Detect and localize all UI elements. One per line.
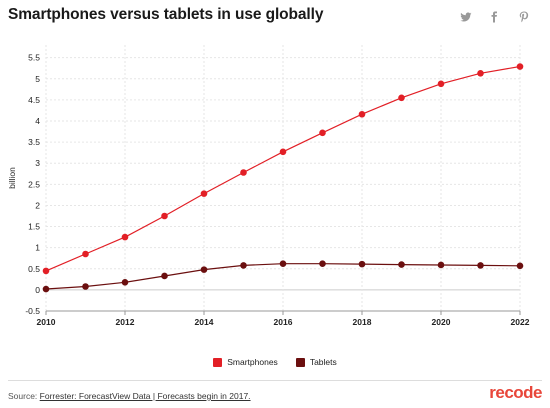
y-tick-label: 0	[35, 285, 40, 295]
legend-swatch	[213, 357, 223, 367]
data-point-tablets	[319, 260, 326, 268]
data-point-smartphones	[358, 110, 366, 118]
y-tick-label: 4	[35, 116, 40, 126]
source-label: Source:	[8, 391, 38, 401]
x-tick-label: 2016	[274, 317, 293, 327]
y-tick-label: -0.5	[25, 306, 40, 316]
data-point-tablets	[42, 285, 50, 293]
legend-label: Smartphones	[227, 357, 278, 367]
chart-legend: Smartphones Tablets	[0, 357, 550, 367]
x-tick-label: 2020	[432, 317, 451, 327]
data-point-smartphones	[161, 212, 168, 220]
facebook-share-button[interactable]	[486, 9, 502, 25]
data-point-smartphones	[240, 169, 247, 176]
data-point-smartphones	[516, 63, 524, 70]
twitter-icon	[460, 12, 472, 22]
data-point-smartphones	[82, 250, 89, 258]
x-tick-label: 2022	[511, 317, 530, 327]
data-point-tablets	[516, 262, 524, 270]
data-point-smartphones	[200, 190, 208, 197]
chart-svg: -0.5 0 0.5 1 1.5 2 2.5 3 3.5 4 4.5 5 5.5 2010 2012 2014…	[7, 45, 530, 327]
data-point-smartphones	[42, 267, 50, 275]
pinterest-icon	[519, 11, 529, 23]
pinterest-share-button[interactable]	[516, 9, 532, 25]
y-axis-title: billion	[7, 167, 17, 189]
y-tick-label: 5	[35, 74, 40, 84]
data-point-tablets	[477, 262, 484, 269]
page-title: Smartphones versus tablets in use global…	[8, 6, 324, 23]
y-tick-label: 3.5	[28, 137, 40, 147]
data-point-tablets	[82, 283, 89, 290]
data-point-smartphones	[477, 69, 484, 77]
source-link[interactable]: Forrester: ForecastView Data | Forecasts…	[39, 391, 251, 401]
x-tick-label: 2010	[37, 317, 56, 327]
y-tick-label: 2.5	[28, 179, 40, 189]
y-tick-label: 1.5	[28, 222, 40, 232]
source-note: Source: Forrester: ForecastView Data | F…	[8, 391, 251, 401]
y-tick-label: 3	[35, 158, 40, 168]
facebook-icon	[491, 11, 497, 23]
legend-label: Tablets	[309, 357, 337, 367]
y-tick-label: 4.5	[28, 95, 40, 105]
x-tick-label: 2018	[353, 317, 372, 327]
legend-swatch	[295, 357, 305, 367]
y-tick-label: 0.5	[28, 264, 40, 274]
footer-divider	[8, 380, 542, 381]
data-point-smartphones	[398, 94, 405, 102]
data-point-smartphones	[437, 80, 445, 88]
legend-item-tablets[interactable]: Tablets	[295, 357, 337, 367]
data-point-tablets	[358, 260, 366, 268]
x-tick-label: 2012	[116, 317, 135, 327]
y-tick-label: 5.5	[28, 53, 40, 63]
twitter-share-button[interactable]	[458, 9, 474, 25]
data-point-smartphones	[121, 233, 129, 241]
data-point-tablets	[240, 262, 247, 269]
data-point-smartphones	[279, 148, 287, 156]
data-point-tablets	[161, 272, 168, 280]
data-point-tablets	[279, 260, 287, 268]
legend-item-smartphones[interactable]: Smartphones	[213, 357, 278, 367]
data-point-tablets	[121, 278, 129, 286]
data-point-tablets	[437, 261, 445, 269]
data-point-tablets	[200, 266, 208, 273]
brand-logo[interactable]: recode	[489, 383, 542, 402]
x-tick-label: 2014	[195, 317, 214, 327]
y-tick-label: 2	[35, 200, 40, 210]
data-point-smartphones	[319, 129, 326, 137]
y-tick-label: 1	[35, 243, 40, 253]
data-point-tablets	[398, 261, 405, 268]
